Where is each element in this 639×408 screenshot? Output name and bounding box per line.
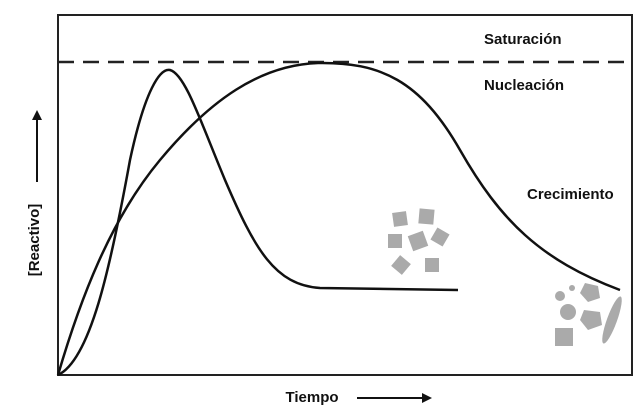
grown-particles <box>555 283 625 346</box>
diagram: Saturación Nucleación Crecimiento Tiempo… <box>0 0 639 408</box>
x-axis-label: Tiempo <box>285 389 338 406</box>
nuclei-cluster <box>388 208 450 274</box>
nucleation-label: Nucleación <box>484 77 564 94</box>
x-arrow-head <box>422 393 432 403</box>
saturation-label: Saturación <box>484 31 562 48</box>
y-arrow-head <box>32 110 42 120</box>
growth-label: Crecimiento <box>527 186 614 203</box>
y-axis-label: [Reactivo] <box>26 204 43 277</box>
